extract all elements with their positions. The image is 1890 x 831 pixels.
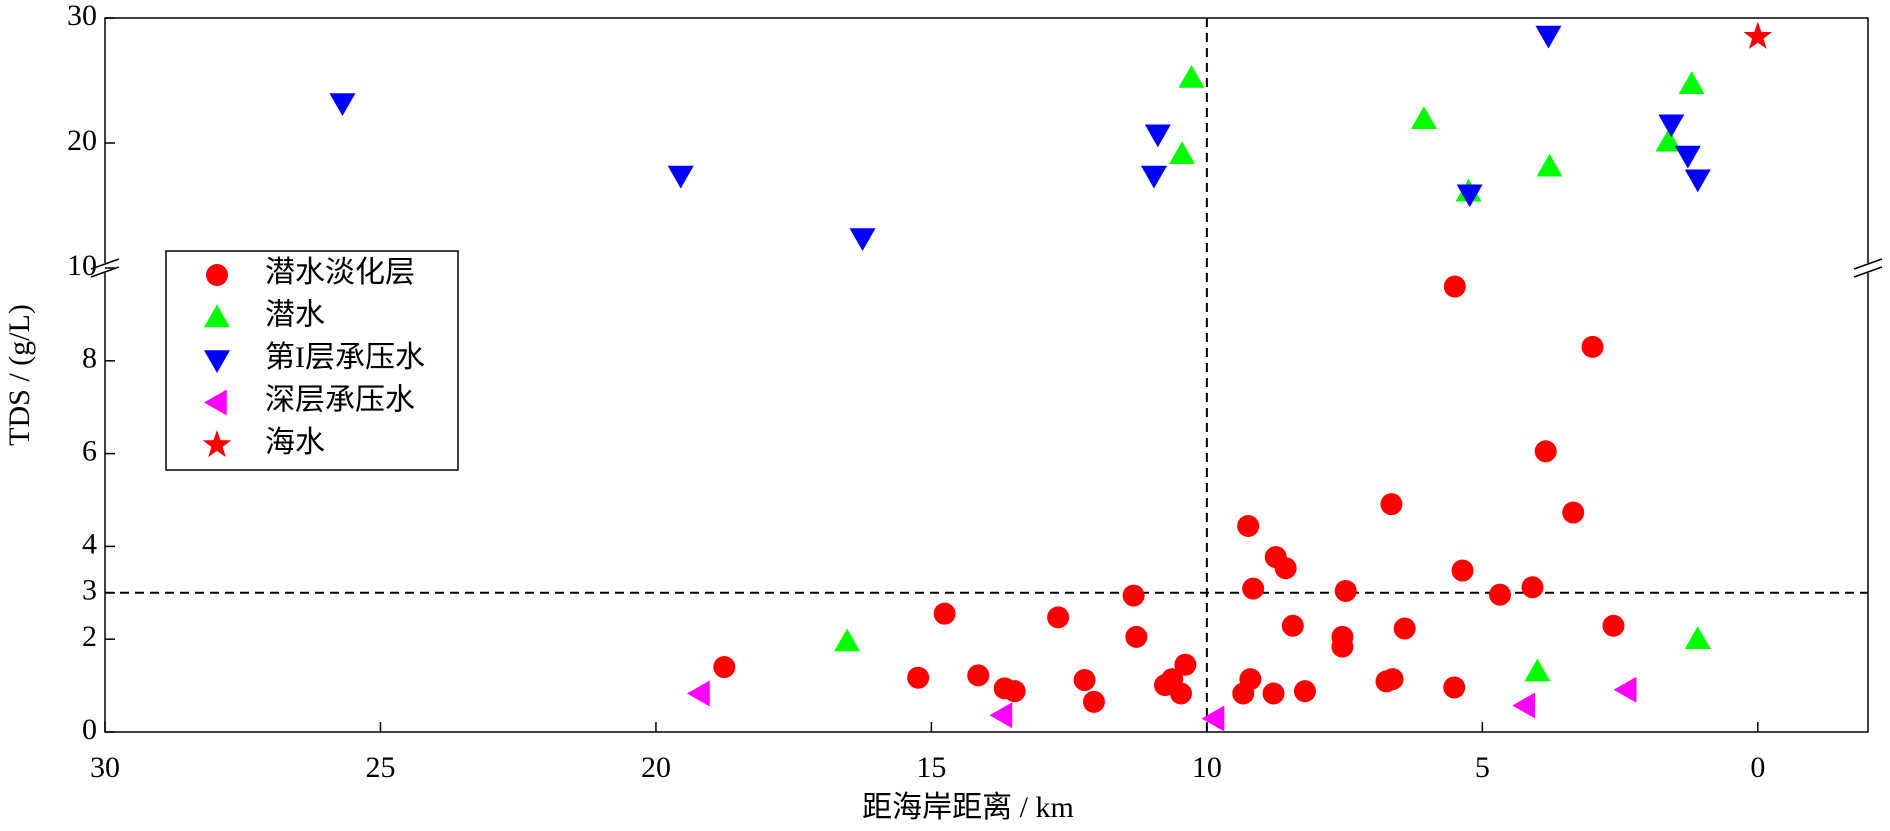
- data-point: [667, 165, 694, 189]
- legend-marker: [204, 350, 230, 373]
- data-point: [1562, 501, 1585, 524]
- data-point: [1535, 25, 1562, 49]
- y-tick-label: 20: [67, 124, 97, 157]
- data-point: [1534, 440, 1557, 463]
- y-axis-label: TDS / (g/L): [3, 304, 36, 446]
- data-point: [1410, 106, 1437, 129]
- data-point: [1684, 626, 1711, 649]
- legend-marker: [204, 304, 230, 328]
- x-tick-label: 5: [1475, 751, 1490, 784]
- data-point: [834, 628, 861, 652]
- x-axis-label: 距海岸距离 / km: [862, 791, 1074, 824]
- data-point: [1003, 680, 1026, 703]
- x-tick-label: 20: [641, 751, 671, 784]
- legend-marker: [206, 264, 228, 286]
- legend-label: 海水: [265, 426, 325, 459]
- data-point: [989, 702, 1013, 729]
- data-point: [1122, 584, 1145, 607]
- data-point: [1380, 493, 1403, 516]
- data-point: [1140, 165, 1167, 189]
- y-tick-label: 10: [67, 249, 97, 282]
- y-tick-label: 3: [82, 574, 97, 607]
- data-point: [1293, 680, 1316, 703]
- x-tick-label: 15: [916, 751, 946, 784]
- data-point: [1678, 71, 1705, 94]
- data-point: [1536, 153, 1563, 177]
- data-point: [1375, 670, 1398, 693]
- y-tick-label: 2: [82, 620, 97, 653]
- axis-break-mark: [1853, 258, 1883, 270]
- data-point: [1684, 169, 1711, 193]
- data-point: [1443, 275, 1466, 298]
- y-tick-label: 0: [82, 713, 97, 746]
- data-point: [1613, 676, 1637, 703]
- data-point: [1393, 617, 1416, 640]
- x-tick-label: 0: [1750, 751, 1765, 784]
- data-point: [1658, 114, 1685, 138]
- data-point: [1073, 669, 1096, 692]
- data-point: [933, 602, 956, 625]
- data-point: [849, 228, 876, 251]
- data-point: [687, 680, 710, 707]
- data-point: [713, 656, 736, 679]
- data-point: [1674, 145, 1701, 169]
- data-point: [1047, 606, 1070, 629]
- data-point: [1262, 682, 1285, 705]
- data-point: [1232, 682, 1255, 705]
- data-point: [1201, 705, 1225, 732]
- x-tick-label: 10: [1192, 751, 1222, 784]
- data-point: [1169, 141, 1196, 164]
- y-tick-label: 4: [82, 527, 97, 560]
- data-point: [1602, 614, 1625, 637]
- data-point: [1456, 184, 1483, 208]
- data-point: [329, 93, 356, 116]
- legend-marker: [204, 389, 227, 416]
- x-tick-label: 30: [90, 751, 120, 784]
- plot-frame: [104, 17, 1869, 733]
- data-point: [1743, 21, 1773, 49]
- axis-break-gap: [1864, 263, 1872, 273]
- data-point: [1125, 625, 1148, 648]
- axis-break-mark: [90, 258, 120, 270]
- x-tick-label: 25: [365, 751, 395, 784]
- data-point: [907, 666, 930, 689]
- legend-label: 深层承压水: [265, 383, 415, 416]
- legend-label: 第I层承压水: [265, 341, 425, 374]
- data-point: [1521, 576, 1544, 599]
- data-point: [1174, 653, 1197, 676]
- data-point: [1443, 676, 1466, 699]
- legend-label: 潜水: [265, 298, 325, 331]
- data-point: [1237, 514, 1260, 537]
- legend-label: 潜水淡化层: [265, 256, 415, 289]
- y-tick-label: 8: [82, 342, 97, 375]
- data-point: [967, 664, 990, 687]
- data-point: [1451, 559, 1474, 582]
- data-point: [1144, 124, 1171, 148]
- data-point: [1274, 557, 1297, 580]
- legend-marker: [202, 430, 232, 458]
- data-point: [1512, 692, 1536, 719]
- axis-break-mark: [1853, 266, 1883, 278]
- data-point: [1334, 579, 1357, 602]
- data-point: [1169, 682, 1192, 705]
- data-point: [1082, 690, 1105, 713]
- data-point: [1331, 635, 1354, 658]
- y-tick-label: 30: [67, 0, 97, 32]
- data-point: [1488, 583, 1511, 606]
- y-tick-label: 6: [82, 434, 97, 467]
- data-point: [1178, 65, 1205, 88]
- data-point: [1281, 614, 1304, 637]
- data-point: [1242, 577, 1265, 600]
- data-point: [1581, 335, 1604, 358]
- data-point: [1524, 658, 1551, 682]
